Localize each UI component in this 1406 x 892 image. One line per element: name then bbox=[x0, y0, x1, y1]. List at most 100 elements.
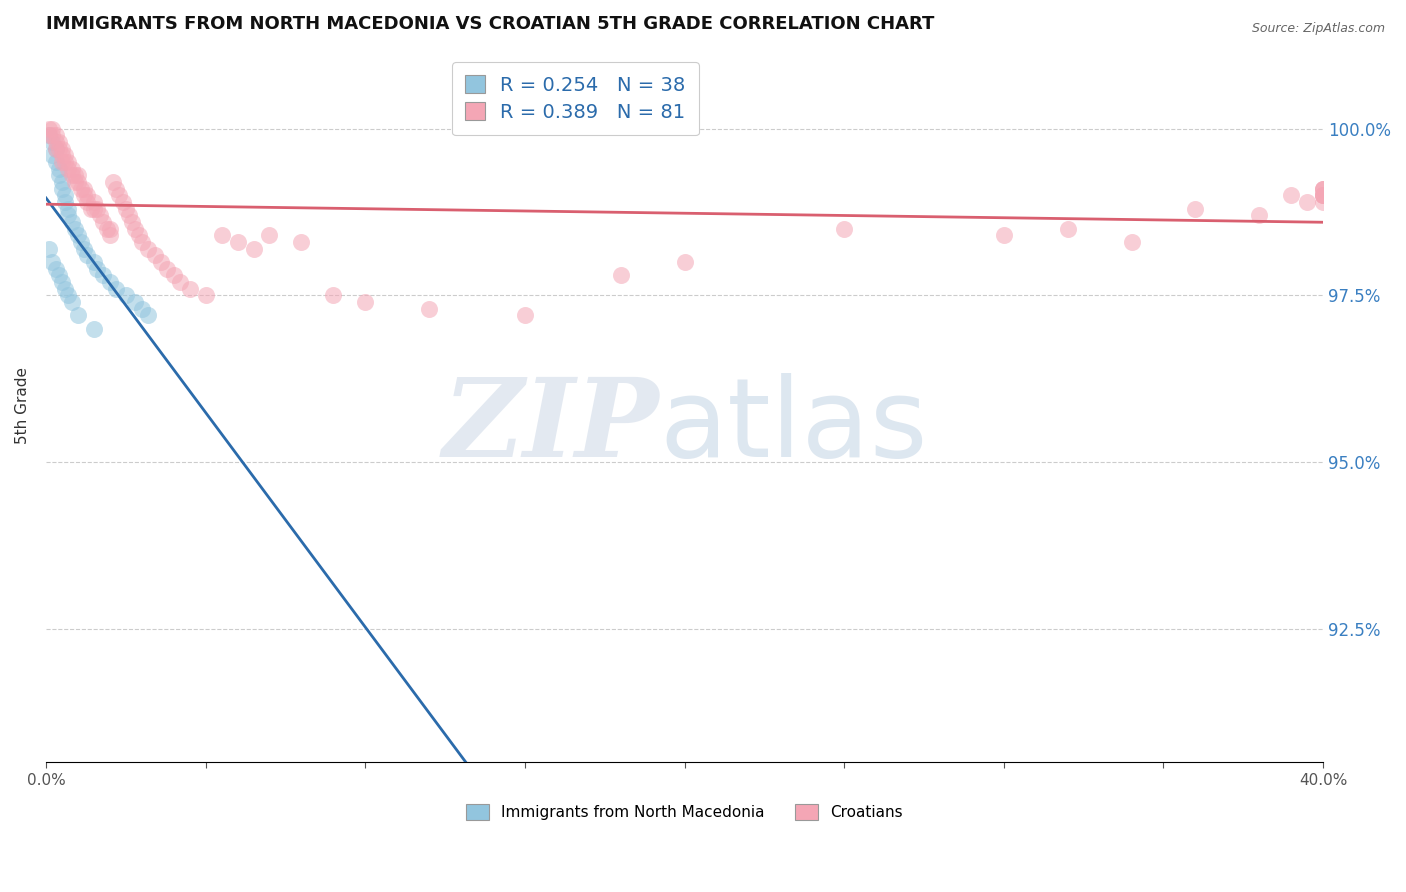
Point bbox=[1312, 181, 1334, 195]
Point bbox=[111, 194, 134, 209]
Point bbox=[259, 228, 281, 243]
Point bbox=[242, 242, 264, 256]
Point bbox=[101, 175, 124, 189]
Point bbox=[832, 221, 855, 235]
Point bbox=[63, 168, 86, 182]
Point bbox=[48, 142, 70, 156]
Point bbox=[66, 309, 89, 323]
Point bbox=[41, 255, 63, 269]
Point bbox=[79, 202, 101, 216]
Point bbox=[58, 202, 80, 216]
Point bbox=[51, 275, 73, 289]
Point bbox=[83, 202, 105, 216]
Point bbox=[118, 208, 141, 222]
Point bbox=[66, 168, 89, 182]
Point bbox=[51, 154, 73, 169]
Point bbox=[73, 181, 96, 195]
Point bbox=[128, 228, 150, 243]
Point bbox=[45, 135, 67, 149]
Point bbox=[45, 142, 67, 156]
Point bbox=[136, 242, 159, 256]
Point bbox=[51, 175, 73, 189]
Point bbox=[38, 128, 60, 143]
Point bbox=[48, 161, 70, 176]
Point bbox=[1312, 188, 1334, 202]
Point bbox=[1184, 202, 1206, 216]
Point bbox=[53, 194, 76, 209]
Point bbox=[131, 301, 153, 316]
Point bbox=[83, 194, 105, 209]
Text: IMMIGRANTS FROM NORTH MACEDONIA VS CROATIAN 5TH GRADE CORRELATION CHART: IMMIGRANTS FROM NORTH MACEDONIA VS CROAT… bbox=[46, 15, 935, 33]
Point bbox=[1312, 181, 1334, 195]
Point bbox=[131, 235, 153, 249]
Point bbox=[143, 248, 166, 262]
Point bbox=[51, 181, 73, 195]
Point bbox=[48, 168, 70, 182]
Point bbox=[1249, 208, 1271, 222]
Point bbox=[41, 135, 63, 149]
Point bbox=[993, 228, 1015, 243]
Point bbox=[53, 188, 76, 202]
Point bbox=[1056, 221, 1078, 235]
Point bbox=[1312, 188, 1334, 202]
Legend: Immigrants from North Macedonia, Croatians: Immigrants from North Macedonia, Croatia… bbox=[460, 798, 910, 826]
Point bbox=[41, 148, 63, 162]
Point bbox=[1312, 188, 1334, 202]
Point bbox=[1312, 188, 1334, 202]
Point bbox=[226, 235, 249, 249]
Point bbox=[70, 181, 93, 195]
Point bbox=[290, 235, 312, 249]
Point bbox=[66, 175, 89, 189]
Point bbox=[53, 282, 76, 296]
Point bbox=[70, 235, 93, 249]
Point bbox=[63, 175, 86, 189]
Point bbox=[48, 268, 70, 283]
Text: Source: ZipAtlas.com: Source: ZipAtlas.com bbox=[1251, 22, 1385, 36]
Y-axis label: 5th Grade: 5th Grade bbox=[15, 367, 30, 444]
Point bbox=[86, 261, 108, 276]
Point bbox=[53, 154, 76, 169]
Point bbox=[98, 228, 121, 243]
Point bbox=[66, 228, 89, 243]
Point bbox=[673, 255, 696, 269]
Point bbox=[105, 282, 128, 296]
Point bbox=[60, 168, 83, 182]
Point bbox=[60, 215, 83, 229]
Point bbox=[63, 221, 86, 235]
Point bbox=[41, 128, 63, 143]
Point bbox=[76, 188, 98, 202]
Point bbox=[58, 208, 80, 222]
Point bbox=[58, 161, 80, 176]
Point bbox=[96, 221, 118, 235]
Point bbox=[98, 221, 121, 235]
Point bbox=[58, 154, 80, 169]
Point bbox=[38, 121, 60, 136]
Text: atlas: atlas bbox=[659, 374, 928, 481]
Point bbox=[1121, 235, 1143, 249]
Point bbox=[121, 215, 143, 229]
Point bbox=[45, 142, 67, 156]
Point bbox=[45, 154, 67, 169]
Point bbox=[322, 288, 344, 302]
Point bbox=[51, 142, 73, 156]
Point bbox=[73, 242, 96, 256]
Point bbox=[76, 248, 98, 262]
Point bbox=[136, 309, 159, 323]
Point bbox=[1279, 188, 1302, 202]
Point bbox=[149, 255, 172, 269]
Point bbox=[86, 202, 108, 216]
Point bbox=[48, 135, 70, 149]
Point bbox=[83, 322, 105, 336]
Point bbox=[51, 148, 73, 162]
Point bbox=[108, 188, 131, 202]
Point bbox=[169, 275, 191, 289]
Point bbox=[93, 268, 115, 283]
Point bbox=[58, 288, 80, 302]
Point bbox=[163, 268, 186, 283]
Point bbox=[513, 309, 536, 323]
Point bbox=[89, 208, 111, 222]
Point bbox=[73, 188, 96, 202]
Point bbox=[194, 288, 217, 302]
Point bbox=[156, 261, 179, 276]
Point bbox=[76, 194, 98, 209]
